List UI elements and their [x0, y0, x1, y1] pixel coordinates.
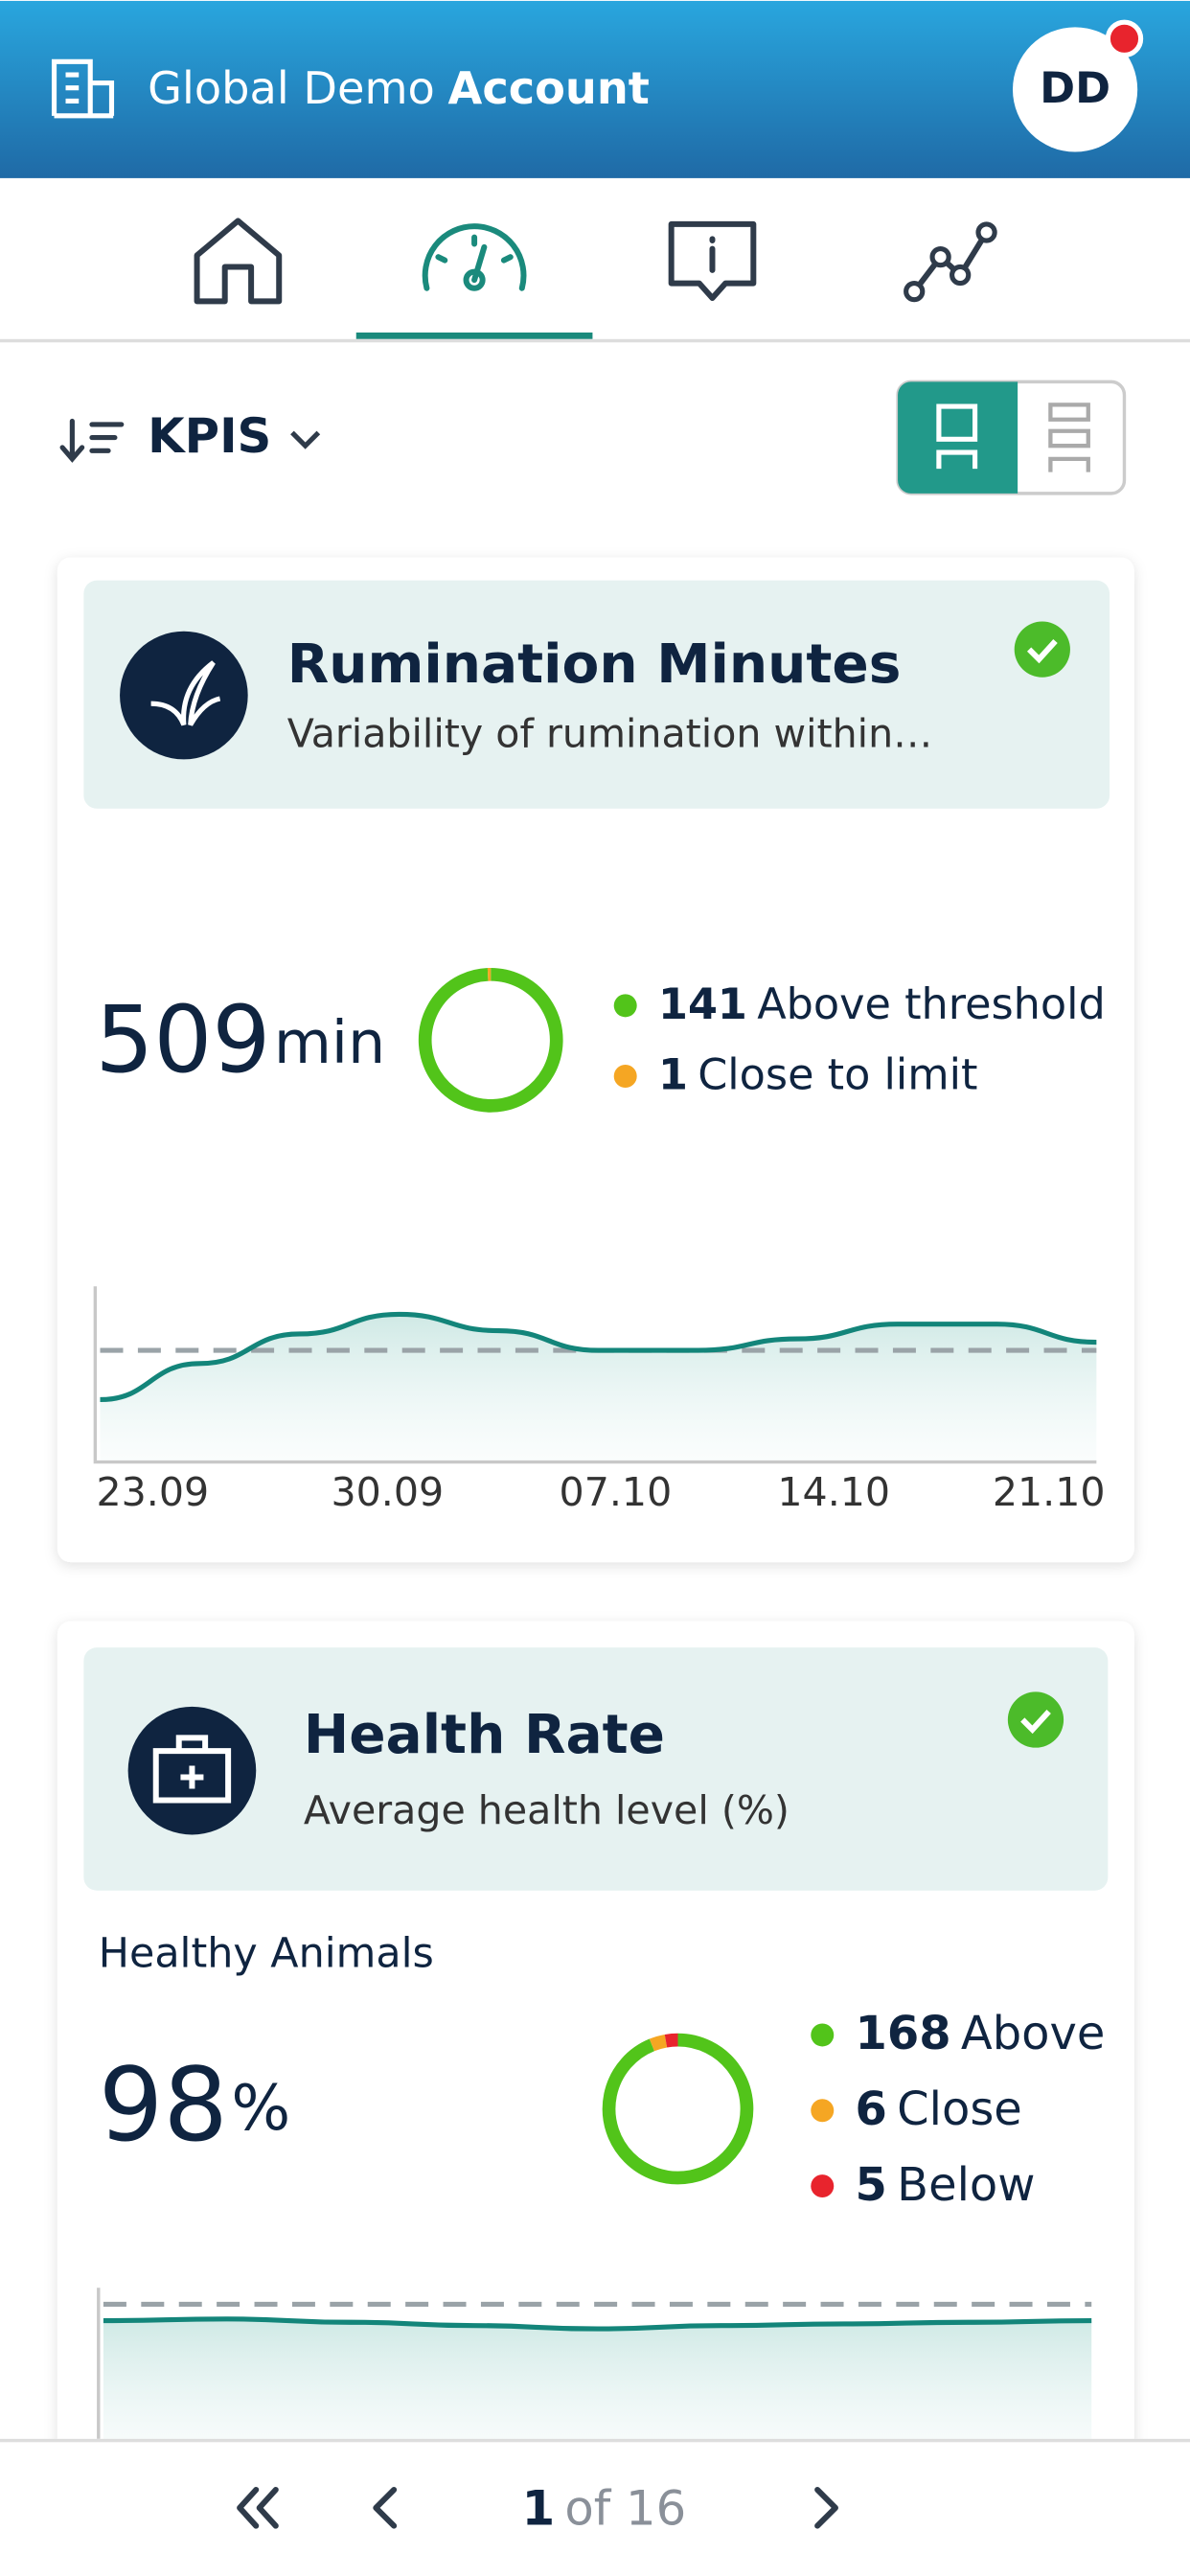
- kpi-value-number: 509: [95, 987, 270, 1094]
- home-tab[interactable]: [194, 218, 283, 305]
- trend-axis: [97, 2288, 101, 2439]
- legend-count: 141: [658, 979, 747, 1029]
- legend-count: 168: [856, 2007, 951, 2060]
- trend-axis: [93, 1286, 1097, 1464]
- trend-line: [100, 1311, 1097, 1403]
- x-tick-label: 21.10: [993, 1469, 1106, 1515]
- avatar-initials: DD: [1040, 63, 1110, 113]
- building-icon: [51, 58, 115, 119]
- analytics-node: [904, 281, 926, 303]
- medkit-icon: [152, 1735, 232, 1804]
- kpi-value: 98%: [99, 2046, 290, 2165]
- kpi-value-unit: min: [274, 1008, 385, 1077]
- legend-label: Close to limit: [698, 1050, 977, 1100]
- donut-segment: [418, 967, 563, 1113]
- page-total: of 16: [564, 2480, 686, 2536]
- legend-count: 1: [658, 1050, 688, 1100]
- legend-label: Above: [961, 2007, 1105, 2060]
- analytics-tab[interactable]: [911, 229, 990, 295]
- card-view-icon: [936, 403, 978, 470]
- pagination-bar: [0, 2438, 1190, 2576]
- info-tab[interactable]: [668, 220, 757, 301]
- x-tick-label: 14.10: [777, 1469, 890, 1515]
- legend-dot: [811, 2099, 835, 2123]
- account-title: Global Demo: [148, 62, 435, 114]
- kpi-value-number: 98: [99, 2046, 228, 2165]
- status-check: [1007, 1691, 1064, 1748]
- kpi-subtitle: Average health level (%): [304, 1787, 790, 1833]
- sort-label[interactable]: KPIS: [148, 408, 271, 464]
- kpi-icon: [120, 631, 248, 760]
- previous-page-button[interactable]: [373, 2486, 398, 2529]
- account-title: Global Demo Account: [148, 62, 650, 114]
- legend-count: 6: [856, 2082, 887, 2136]
- sort-chevron: [290, 430, 321, 449]
- legend-entry: 1 Close to limit: [658, 1050, 978, 1100]
- analytics-node: [950, 264, 972, 287]
- legend-dot: [613, 1065, 637, 1089]
- x-tick-label: 30.09: [331, 1469, 444, 1515]
- pagination-divider: [0, 2438, 1190, 2443]
- section-label: Healthy Animals: [99, 1930, 434, 1978]
- kpi-title: Health Rate: [304, 1704, 665, 1766]
- analytics-node: [929, 246, 951, 268]
- content: KPIS Rumination Minutes Variability of rum…: [0, 177, 1190, 2439]
- legend-entry: 168 Above: [856, 2007, 1106, 2060]
- dashboard-tab-dot: [463, 268, 486, 291]
- card-header: [83, 580, 1110, 809]
- sort-icon[interactable]: [59, 418, 125, 463]
- kpi-value: 509min: [95, 987, 385, 1094]
- kpi-subtitle: Variability of rumination within…: [287, 710, 933, 756]
- header-bar: [0, 0, 1190, 178]
- dashboard-tab[interactable]: [422, 223, 527, 291]
- nav-bar: [0, 177, 1190, 341]
- analytics-node: [975, 221, 997, 243]
- x-tick-label: 23.09: [96, 1469, 209, 1515]
- legend-dot: [811, 2023, 835, 2047]
- page-indicator: 1 of 16: [522, 2480, 687, 2536]
- legend-dot: [811, 2174, 835, 2198]
- nav-divider: [0, 338, 1190, 343]
- first-page-button[interactable]: [237, 2486, 279, 2529]
- legend-dot: [613, 994, 637, 1018]
- kpi-title: Rumination Minutes: [287, 633, 902, 696]
- legend-label: Below: [897, 2158, 1035, 2212]
- x-tick-label: 07.10: [560, 1469, 673, 1515]
- legend-label: Above threshold: [757, 979, 1106, 1029]
- kpi-value-unit: %: [231, 2073, 290, 2145]
- trend-line: [103, 2316, 1092, 2332]
- card-header: [83, 1647, 1109, 1891]
- list-view-icon[interactable]: [1048, 402, 1090, 472]
- account-title: Account: [448, 62, 650, 114]
- notification-dot: [1105, 19, 1144, 58]
- legend-entry: 141 Above threshold: [658, 979, 1106, 1029]
- grass-icon: [150, 660, 221, 726]
- trend-area: [103, 2318, 1092, 2439]
- avatar[interactable]: [1012, 27, 1138, 152]
- active-tab-indicator: [355, 332, 593, 339]
- legend-label: Close: [897, 2082, 1022, 2136]
- donut-segment: [602, 2033, 754, 2185]
- check-mark: [1026, 639, 1058, 664]
- donut-segment: [664, 2033, 678, 2048]
- check-mark: [1020, 1709, 1051, 1735]
- legend-entry: 6 Close: [856, 2082, 1022, 2136]
- next-page-button[interactable]: [814, 2486, 838, 2529]
- status-check: [1014, 621, 1070, 678]
- donut-segment: [649, 2034, 668, 2052]
- legend-count: 5: [856, 2158, 887, 2212]
- legend-entry: 5 Below: [856, 2158, 1036, 2212]
- current-page: 1: [522, 2480, 556, 2536]
